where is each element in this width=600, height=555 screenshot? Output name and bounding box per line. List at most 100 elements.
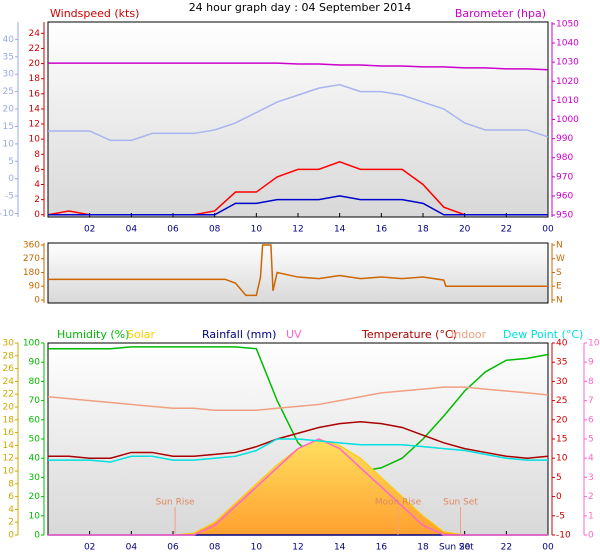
line xyxy=(48,62,549,71)
x-tick-label: 22 xyxy=(501,225,512,235)
y-tick-label: -5 xyxy=(5,192,14,202)
y-tick-label: -10 xyxy=(556,531,571,541)
y-tick-label: 20 xyxy=(3,105,15,115)
y-tick-label: E xyxy=(556,282,562,292)
legend-entry: Rainfall (mm) xyxy=(202,328,276,341)
y-tick-label: 0 xyxy=(588,531,594,541)
y-tick-label: 980 xyxy=(556,153,573,163)
y-tick-label: 8 xyxy=(34,150,40,160)
y-tick-label: 360 xyxy=(23,240,40,250)
y-tick-label: 22 xyxy=(29,44,40,54)
y-tick-label: 40 xyxy=(556,339,568,349)
x-tick-label: 18 xyxy=(417,543,429,553)
y-tick-label: 15 xyxy=(3,122,14,132)
y-tick-label: 10 xyxy=(29,511,41,521)
y-tick-label: 6 xyxy=(8,492,14,502)
y-tick-label: 30 xyxy=(29,473,41,483)
y-tick-label: 180 xyxy=(23,268,40,278)
y-tick-label: 80 xyxy=(29,377,41,387)
y-tick-label: 18 xyxy=(29,74,41,84)
y-tick-label: 30 xyxy=(556,377,568,387)
y-tick-label: 30 xyxy=(3,70,15,80)
x-tick-label: 18 xyxy=(417,225,429,235)
y-tick-label: 15 xyxy=(556,435,567,445)
y-tick-label: 990 xyxy=(556,134,573,144)
x-tick-label: 10 xyxy=(251,225,263,235)
x-tick-label: 06 xyxy=(167,225,179,235)
y-tick-label: W xyxy=(556,254,565,264)
y-tick-label: 28 xyxy=(3,351,15,361)
x-tick-label: 00 xyxy=(542,225,554,235)
y-tick-label: 0 xyxy=(8,531,14,541)
y-tick-label: 18 xyxy=(3,415,15,425)
y-tick-label: 4 xyxy=(8,505,14,515)
line xyxy=(48,83,549,142)
annotation: Moon Rise xyxy=(375,498,422,508)
x-tick-label: 10 xyxy=(251,543,263,553)
y-tick-label: -5 xyxy=(556,511,565,521)
annotation: Sun Set xyxy=(439,543,474,553)
x-tick-label: 08 xyxy=(209,225,221,235)
y-tick-label: 960 xyxy=(556,191,573,201)
y-tick-label: 25 xyxy=(556,396,567,406)
legend-entry: Humidity (%) xyxy=(57,328,129,341)
line xyxy=(48,438,548,463)
y-tick-label: 90 xyxy=(29,358,41,368)
line xyxy=(47,386,549,411)
x-tick-label: 22 xyxy=(501,543,512,553)
y-tick-label: 14 xyxy=(29,104,41,114)
x-tick-label: 04 xyxy=(126,543,138,553)
axis-title: Windspeed (kts) xyxy=(50,7,139,20)
y-tick-label: N xyxy=(556,295,563,305)
y-tick-label: 1030 xyxy=(556,58,579,68)
y-tick-label: 2 xyxy=(588,492,594,502)
y-tick-label: 2 xyxy=(34,195,40,205)
y-tick-label: 1010 xyxy=(556,96,579,106)
y-tick-label: 16 xyxy=(29,89,41,99)
plot-background xyxy=(47,242,549,304)
y-tick-label: 1000 xyxy=(556,115,579,125)
y-tick-label: 22 xyxy=(3,390,14,400)
legend-entry: Solar xyxy=(127,328,156,341)
x-tick-label: 02 xyxy=(84,225,95,235)
y-tick-label: 1020 xyxy=(556,77,579,87)
y-tick-label: 40 xyxy=(29,454,41,464)
line xyxy=(48,346,549,473)
y-tick-label: 6 xyxy=(588,415,594,425)
x-tick-label: 06 xyxy=(167,543,179,553)
y-tick-label: 35 xyxy=(556,358,567,368)
y-tick-label: 8 xyxy=(8,479,14,489)
x-tick-label: 16 xyxy=(376,543,388,553)
y-tick-label: 10 xyxy=(29,135,41,145)
y-tick-label: 0 xyxy=(8,174,14,184)
y-tick-label: 30 xyxy=(3,339,15,349)
y-tick-label: 10 xyxy=(3,139,15,149)
y-tick-label: 5 xyxy=(8,157,14,167)
y-tick-label: 90 xyxy=(29,282,41,292)
chart-title: 24 hour graph day : 04 September 2014 xyxy=(189,1,412,14)
y-tick-label: 25 xyxy=(3,87,14,97)
y-tick-label: 70 xyxy=(29,396,41,406)
y-tick-label: 7 xyxy=(588,396,594,406)
x-tick-label: 12 xyxy=(292,225,303,235)
x-tick-label: 12 xyxy=(292,543,303,553)
y-tick-label: 1040 xyxy=(556,39,579,49)
x-tick-label: 14 xyxy=(334,543,346,553)
y-tick-label: 3 xyxy=(588,473,594,483)
y-tick-label: 8 xyxy=(588,377,594,387)
y-tick-label: 0 xyxy=(34,295,40,305)
y-tick-label: 270 xyxy=(23,254,40,264)
y-tick-label: 20 xyxy=(556,415,568,425)
line xyxy=(48,420,549,459)
annotation: Sun Set xyxy=(443,498,478,508)
y-tick-label: 6 xyxy=(34,165,40,175)
annotation: Sun Rise xyxy=(156,498,195,508)
y-tick-label: 60 xyxy=(29,415,41,425)
y-tick-label: 20 xyxy=(3,403,15,413)
line xyxy=(48,244,548,297)
y-tick-label: 12 xyxy=(3,454,14,464)
legend-entry: Temperature (°C) xyxy=(361,328,457,341)
y-tick-label: 1 xyxy=(588,511,594,521)
y-tick-label: 20 xyxy=(29,492,41,502)
